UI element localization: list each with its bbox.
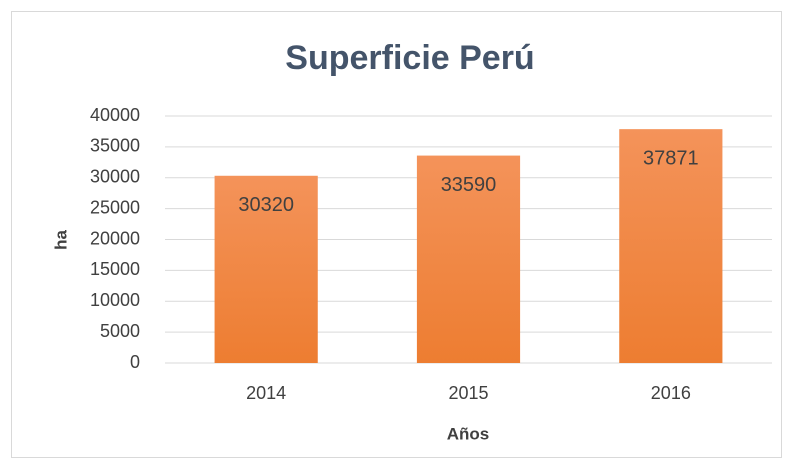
y-tick-label: 30000	[90, 167, 140, 187]
x-tick-label: 2015	[448, 383, 488, 403]
data-label: 30320	[238, 194, 294, 216]
y-tick-label: 25000	[90, 197, 140, 217]
bar	[416, 155, 521, 363]
y-tick-label: 5000	[100, 321, 140, 341]
chart-title: Superficie Perú	[285, 39, 534, 77]
y-tick-label: 35000	[90, 136, 140, 156]
y-tick-label: 0	[130, 352, 140, 372]
y-axis-title: ha	[51, 230, 70, 250]
y-tick-label: 40000	[90, 105, 140, 125]
x-tick-label: 2014	[246, 383, 286, 403]
y-tick-label: 15000	[90, 259, 140, 279]
bar	[619, 129, 723, 363]
data-label: 33590	[441, 174, 497, 196]
y-tick-label: 20000	[90, 228, 140, 248]
x-tick-label: 2016	[651, 383, 691, 403]
bar	[214, 175, 318, 363]
data-label: 37871	[643, 147, 699, 169]
y-tick-label: 10000	[90, 290, 140, 310]
x-axis-title: Años	[447, 424, 490, 443]
